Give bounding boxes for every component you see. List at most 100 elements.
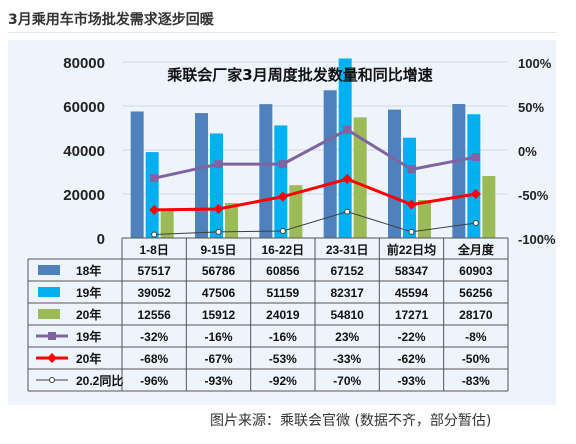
bar-18年-前22日均 (388, 109, 401, 238)
chart-title: 乘联会厂家3月周度批发数量和同比增速 (166, 66, 432, 84)
bar-19年-1-8日 (145, 152, 159, 238)
data-label: -16% (204, 330, 232, 344)
data-label: 51159 (266, 286, 299, 300)
data-label: -96% (140, 374, 168, 388)
line-19年 (153, 128, 477, 180)
data-label: 60856 (266, 264, 300, 278)
data-label: 12556 (137, 308, 171, 322)
chart-card: 0 20000 40000 60000 80000 -100% -50% 0% 50% 100% 乘… (8, 40, 556, 405)
point-20.2同比-9-15日 (215, 228, 222, 235)
point-20.2同比-前22日均 (408, 228, 415, 235)
point-20年-前22日均 (406, 199, 417, 210)
bar-19年-前22日均 (403, 137, 416, 238)
heading-divider (8, 32, 556, 33)
point-20.2同比-1-8日 (151, 231, 158, 238)
data-label: -50% (462, 352, 490, 366)
legend-key-19年 (38, 287, 60, 297)
y2-tick-label: 50% (518, 100, 544, 115)
data-label: 67152 (330, 264, 364, 278)
bar-18年-9-15日 (195, 113, 208, 238)
data-label: -93% (204, 374, 232, 388)
y-tick-label: 40000 (63, 143, 105, 160)
category-label: 23-31日 (326, 243, 369, 257)
bar-20年-16-22日 (289, 185, 303, 238)
legend-label: 20年 (76, 351, 101, 366)
y2-tick-label: 100% (518, 56, 552, 71)
bar-19年-16-22日 (274, 125, 288, 238)
data-label: 56786 (202, 264, 236, 278)
data-label: -67% (204, 352, 232, 366)
data-label: 47506 (202, 286, 236, 300)
point-20年-9-15日 (213, 203, 224, 214)
data-label: 15912 (202, 308, 236, 322)
image-source-caption: 图片来源：乘联会官微 (数据不齐，部分暂估) (210, 413, 492, 429)
legend-marker (47, 353, 57, 363)
page-heading: 3月乘用车市场批发需求逐步回暖 (8, 12, 214, 28)
point-20年-1-8日 (149, 204, 160, 215)
legend-marker (49, 377, 55, 383)
y2-tick-label: 0% (518, 144, 537, 159)
y-tick-label: 60000 (63, 99, 105, 116)
legend-label: 20.2同比 (76, 373, 123, 388)
data-label: -83% (462, 374, 490, 388)
data-label: 82317 (330, 286, 364, 300)
point-20.2同比-全月度 (472, 220, 479, 227)
data-label: -16% (269, 330, 297, 344)
y-tick-label: 0 (97, 231, 105, 248)
data-label: -33% (333, 352, 361, 366)
bar-20年-23-31日 (353, 117, 367, 238)
bar-19年-9-15日 (210, 133, 223, 238)
data-label: -8% (465, 330, 487, 344)
legend-label: 18年 (76, 263, 101, 278)
data-label: -68% (140, 352, 168, 366)
bar-18年-23-31日 (323, 90, 337, 238)
point-19年-1-8日 (150, 174, 159, 183)
y-tick-label: 80000 (63, 55, 105, 72)
category-label: 9-15日 (200, 243, 236, 257)
data-label: 58347 (395, 264, 429, 278)
point-19年-16-22日 (278, 160, 287, 169)
data-label: -70% (333, 374, 361, 388)
point-20年-全月度 (470, 189, 481, 199)
data-label: -93% (397, 374, 425, 388)
data-label: 60903 (459, 264, 493, 278)
data-label: -62% (397, 352, 425, 366)
point-19年-全月度 (471, 153, 480, 162)
legend-key-18年 (38, 265, 60, 275)
point-20年-16-22日 (277, 191, 288, 202)
data-label: 54810 (330, 308, 364, 322)
y2-tick-label: -100% (518, 232, 556, 247)
legend-key-20年 (38, 309, 60, 319)
data-label: 56256 (459, 286, 493, 300)
category-label: 16-22日 (261, 243, 304, 257)
data-label: 45594 (395, 286, 429, 300)
point-20.2同比-23-31日 (344, 208, 351, 215)
y-tick-label: 20000 (63, 187, 105, 204)
category-label: 1-8日 (139, 243, 168, 257)
data-label: 28170 (459, 308, 493, 322)
point-19年-前22日均 (407, 165, 416, 174)
legend-marker (48, 332, 56, 340)
line-20.2同比 (154, 211, 476, 235)
bar-19年-23-31日 (338, 58, 352, 239)
data-label: 23% (335, 330, 359, 344)
bar-18年-16-22日 (259, 104, 273, 239)
legend-label: 19年 (76, 285, 101, 300)
y2-tick-label: -50% (518, 188, 549, 203)
point-19年-9-15日 (214, 160, 223, 169)
data-label: 17271 (395, 308, 429, 322)
bar-20年-9-15日 (225, 202, 238, 238)
data-label: -92% (269, 374, 297, 388)
data-label: 57517 (137, 264, 171, 278)
data-label: 39052 (137, 286, 171, 300)
data-label: 24019 (266, 308, 300, 322)
category-label: 前22日均 (387, 242, 436, 257)
bar-19年-全月度 (467, 114, 481, 238)
category-label: 全月度 (457, 242, 495, 257)
line-20年 (154, 177, 477, 212)
bar-18年-全月度 (452, 104, 466, 238)
data-label: -32% (140, 330, 168, 344)
data-label: -22% (397, 330, 425, 344)
chart: 0 20000 40000 60000 80000 -100% -50% 0% 50% 100% 乘… (27, 55, 556, 392)
data-label: -53% (269, 352, 297, 366)
